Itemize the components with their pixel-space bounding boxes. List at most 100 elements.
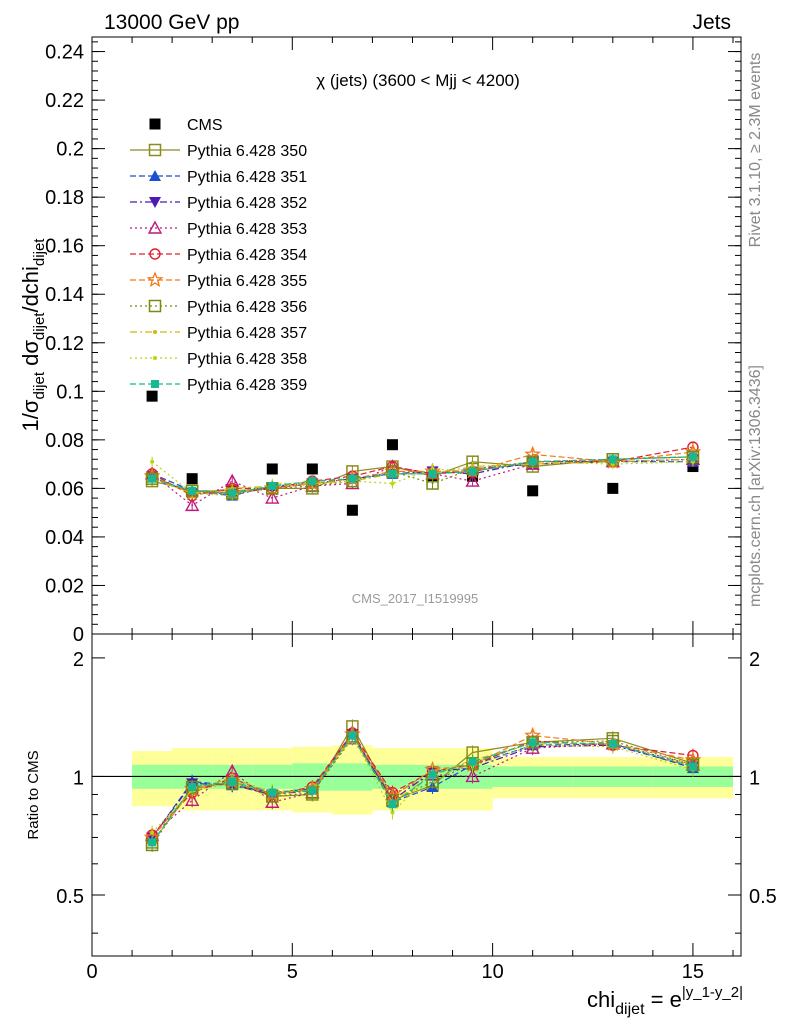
data-point [468,467,477,476]
legend-label: CMS [187,117,223,134]
data-point [386,439,398,451]
data-point [184,497,200,512]
chart-title: χ (jets) (3600 < Mjj < 4200) [316,71,520,90]
y-tick-label: 0.12 [45,333,84,355]
x-axis-label: chidijet = e|y_1-y_2| [587,984,743,1018]
ratio-point [390,810,395,815]
data-point [428,469,437,478]
svg-text:chidijet = e|y_1-y_2|: chidijet = e|y_1-y_2| [587,984,743,1018]
data-point [390,481,395,486]
legend-entry: Pythia 6.428 350 [130,143,307,160]
legend-label: Pythia 6.428 356 [187,299,307,316]
data-point [266,463,278,475]
ratio-point [528,738,537,747]
y-tick-label: 0.18 [45,187,84,209]
svg-text:1/σdijet dσdijet/dchidijet: 1/σdijet dσdijet/dchidijet [18,238,48,432]
ratio-line [151,733,694,838]
rivet-label: Rivet 3.1.10, ≥ 2.3M events [747,53,764,248]
main-panel: CMS_2017_I1519995 χ (jets) (3600 < Mjj <… [18,36,742,646]
y-tick-label: 0.22 [45,90,84,112]
data-point [146,390,158,402]
ratio-y-tick-label: 1 [73,767,84,789]
legend-marker [146,271,164,288]
legend-label: Pythia 6.428 357 [187,325,307,342]
watermark: CMS_2017_I1519995 [352,591,479,606]
legend-entry: Pythia 6.428 357 [130,325,307,342]
legend-marker [153,330,157,334]
legend-entry: Pythia 6.428 352 [130,195,307,212]
legend-marker [147,220,163,234]
ratio-point [228,777,237,786]
data-point [348,474,357,483]
ratio-point [468,757,477,766]
ratio-point [388,800,397,809]
ratio-point [268,788,277,797]
ratio-point [465,768,480,783]
y-tick-label: 0.24 [45,42,84,64]
legend-label: Pythia 6.428 355 [187,273,307,290]
legend-label: Pythia 6.428 351 [187,169,307,186]
series-line [151,458,693,507]
data-point [608,455,617,464]
ratio-y-tick-label-right: 2 [749,649,760,671]
data-point [145,472,159,485]
mcplots-label: mcplots.cern.ch [arXiv:1306.3436] [747,365,764,607]
legend-marker [149,248,161,260]
series-line [151,461,693,497]
series-pythia-6-428-359 [148,451,697,499]
data-point [228,489,237,498]
y-tick-label: 0.2 [56,139,84,161]
data-point [528,457,537,466]
ratio-point [428,770,437,779]
y-tick-label: 0.08 [45,430,84,452]
data-point [527,485,539,497]
legend-label: Pythia 6.428 359 [187,377,307,394]
ratio-y-tick-label: 0.5 [56,886,84,908]
legend-entry: Pythia 6.428 354 [130,247,307,264]
data-point [607,482,619,494]
data-point [346,504,358,516]
legend-entry: Pythia 6.428 351 [130,169,307,186]
ratio-y-tick-label: 2 [73,649,84,671]
legend-label: Pythia 6.428 350 [187,143,307,160]
data-point [308,477,317,486]
y-tick-label: 0.06 [45,478,84,500]
x-tick-label: 5 [287,961,298,983]
ratio-frame [91,633,742,957]
legend-marker [153,356,157,360]
x-tick-label: 0 [86,961,97,983]
data-point [186,473,198,485]
data-point [465,473,480,487]
x-tick-label: 15 [682,961,704,983]
data-point [265,490,280,504]
y-tick-label: 0 [73,624,84,646]
ratio-point [688,762,697,771]
legend-entry: CMS [149,117,223,134]
data-point [188,486,197,495]
ratio-point [348,731,357,740]
data-point [688,452,697,461]
ratio-point [150,830,155,835]
ratio-line [151,734,694,843]
legend-marker [149,118,161,130]
y-tick-label: 0.16 [45,236,84,258]
header-right: Jets [692,11,731,34]
main-y-axis-label: 1/σdijet dσdijet/dchidijet [18,238,48,432]
ratio-panel: 0.5 0.5 1 1 2 2 0 5 10 15 Ratio to CMS [25,633,777,983]
legend-entry: Pythia 6.428 356 [130,299,307,316]
legend-marker [149,197,161,208]
legend-label: Pythia 6.428 353 [187,221,307,238]
x-tick-label: 10 [481,961,503,983]
series-line [151,446,694,497]
ratio-y-tick-label-right: 1 [749,767,760,789]
ratio-y-tick-label-right: 0.5 [749,886,777,908]
ratio-line [151,734,694,834]
data-point [268,481,277,490]
header-left: 13000 GeV pp [104,11,239,34]
legend-marker [149,170,161,181]
y-tick-label: 0.14 [45,284,84,306]
y-tick-label: 0.04 [45,527,84,549]
ratio-point [608,739,617,748]
legend-entry: Pythia 6.428 358 [130,351,307,368]
